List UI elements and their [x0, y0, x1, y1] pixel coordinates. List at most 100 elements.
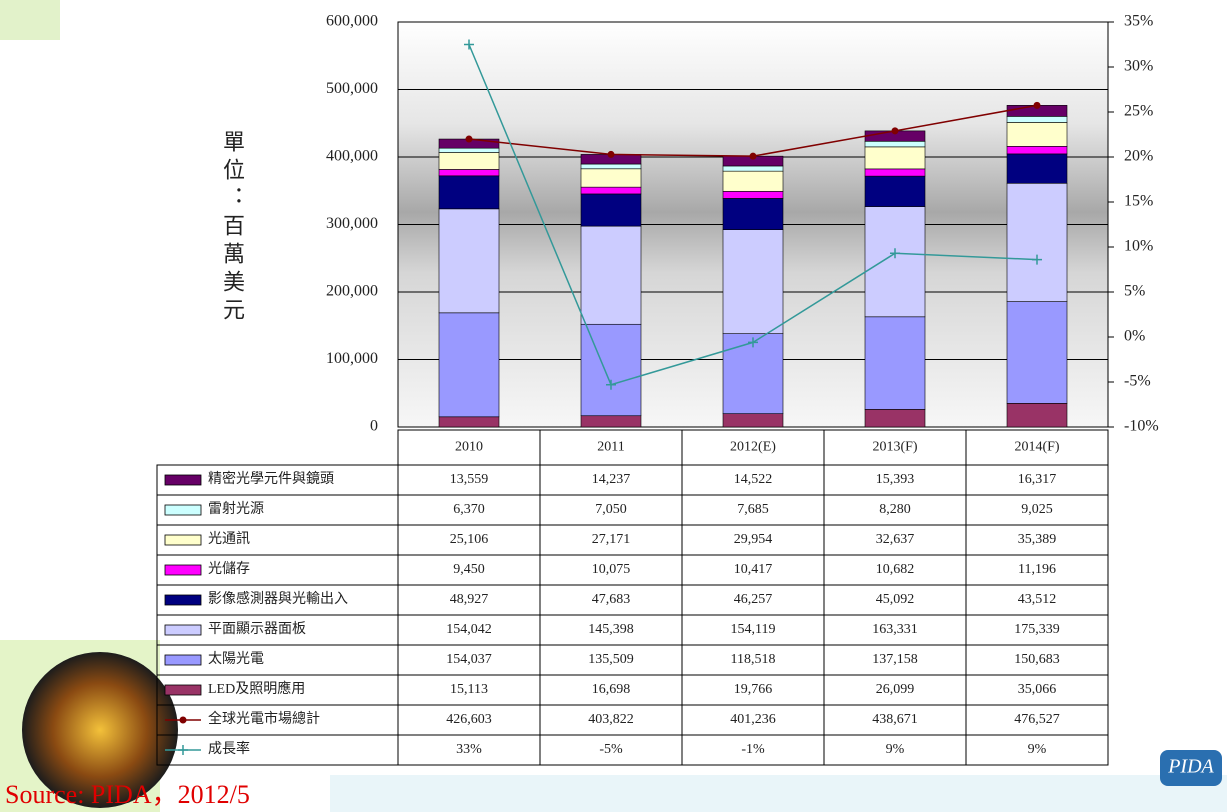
table-value: 48,927 — [450, 592, 489, 607]
table-value: 118,518 — [731, 652, 776, 667]
bar-segment — [581, 416, 641, 427]
table-value: 25,106 — [450, 532, 489, 547]
bar-segment — [439, 417, 499, 427]
legend-swatch — [165, 655, 201, 665]
line-marker — [750, 153, 757, 160]
table-value: 26,099 — [876, 682, 915, 697]
legend-swatch — [165, 535, 201, 545]
bar-segment — [581, 187, 641, 194]
table-value: 137,158 — [872, 652, 918, 667]
line-marker — [892, 127, 899, 134]
table-value: 154,042 — [446, 622, 492, 637]
x-tick-label: 2012(E) — [730, 440, 776, 455]
table-value: 9,450 — [453, 562, 485, 577]
line-marker — [466, 136, 473, 143]
legend-swatch — [178, 745, 188, 755]
table-value: 476,527 — [1014, 712, 1060, 727]
table-value: 175,339 — [1014, 622, 1060, 637]
table-value: 46,257 — [734, 592, 773, 607]
bar-segment — [439, 152, 499, 169]
table-value: 9% — [1028, 742, 1047, 757]
table-value: 33% — [456, 742, 482, 757]
y2-tick-label: 20% — [1124, 148, 1153, 165]
legend-swatch — [165, 685, 201, 695]
legend-label: 平面顯示器面板 — [208, 621, 306, 637]
table-value: 403,822 — [588, 712, 634, 727]
y2-tick-label: 0% — [1124, 328, 1145, 345]
table-value: 29,954 — [734, 532, 773, 547]
legend-label: 精密光學元件與鏡頭 — [208, 470, 334, 487]
table-value: 47,683 — [592, 592, 631, 607]
legend-label: 全球光電市場總計 — [208, 710, 320, 727]
y-tick-label: 600,000 — [326, 13, 378, 30]
bar-segment — [865, 147, 925, 169]
y-tick-label: 200,000 — [326, 283, 378, 300]
legend-swatch — [165, 625, 201, 635]
bar-segment — [723, 230, 783, 334]
legend-label: 光通訊 — [208, 531, 250, 547]
table-value: 15,113 — [450, 682, 488, 697]
table-value: 32,637 — [876, 532, 915, 547]
bar-segment — [1007, 116, 1067, 122]
bar-segment — [439, 148, 499, 152]
bar-segment — [581, 169, 641, 187]
table-value: -1% — [741, 742, 765, 757]
bar-segment — [581, 164, 641, 169]
legend-label: 太陽光電 — [208, 651, 264, 667]
bar-segment — [1007, 154, 1067, 183]
table-value: 35,389 — [1018, 532, 1057, 547]
bar-segment — [723, 198, 783, 229]
bar-segment — [723, 414, 783, 427]
legend-label: 雷射光源 — [208, 501, 264, 517]
x-tick-label: 2010 — [455, 440, 483, 455]
line-marker — [1034, 102, 1041, 109]
table-value: 150,683 — [1014, 652, 1060, 667]
y-axis-label: 單位：百萬美元 — [220, 130, 245, 326]
table-value: 43,512 — [1018, 592, 1057, 607]
table-value: 8,280 — [879, 502, 911, 517]
bar-segment — [581, 194, 641, 226]
bar-segment — [723, 191, 783, 198]
bar-segment — [1007, 403, 1067, 427]
bottom-decoration — [330, 775, 1227, 812]
y2-tick-label: 35% — [1124, 13, 1153, 30]
x-tick-label: 2011 — [597, 440, 624, 455]
table-value: 7,685 — [737, 502, 769, 517]
table-value: 9,025 — [1021, 502, 1053, 517]
bar-segment — [439, 176, 499, 209]
bar-segment — [1007, 302, 1067, 404]
legend-label: LED及照明應用 — [208, 680, 305, 697]
table-value: 14,237 — [592, 472, 631, 487]
table-value: 10,075 — [592, 562, 631, 577]
table-value: 426,603 — [446, 712, 492, 727]
table-value: 9% — [886, 742, 905, 757]
y2-tick-label: 25% — [1124, 103, 1153, 120]
y2-tick-label: 5% — [1124, 283, 1145, 300]
bar-segment — [439, 169, 499, 175]
y2-tick-label: 15% — [1124, 193, 1153, 210]
bar-segment — [865, 409, 925, 427]
bar-segment — [865, 176, 925, 206]
logo: PIDA — [1167, 756, 1214, 778]
x-tick-label: 2014(F) — [1014, 440, 1059, 455]
legend-label: 光儲存 — [208, 561, 250, 577]
bar-segment — [865, 169, 925, 176]
table-value: 163,331 — [872, 622, 918, 637]
bar-segment — [1007, 146, 1067, 154]
legend-swatch — [165, 505, 201, 515]
y2-tick-label: -10% — [1124, 418, 1159, 435]
bar-segment — [581, 324, 641, 415]
y2-tick-label: 10% — [1124, 238, 1153, 255]
page: {"chart_data": { "type": "bar", "stacked… — [0, 0, 1227, 812]
y-tick-label: 0 — [370, 418, 378, 435]
table-value: 16,698 — [592, 682, 631, 697]
y-tick-label: 300,000 — [326, 215, 378, 232]
legend-swatch — [165, 565, 201, 575]
table-value: 401,236 — [730, 712, 776, 727]
y2-tick-label: 30% — [1124, 58, 1153, 75]
table-value: 45,092 — [876, 592, 915, 607]
legend-swatch — [165, 475, 201, 485]
table-value: 135,509 — [588, 652, 634, 667]
table-value: 10,417 — [734, 562, 773, 577]
table-value: 11,196 — [1018, 562, 1056, 577]
